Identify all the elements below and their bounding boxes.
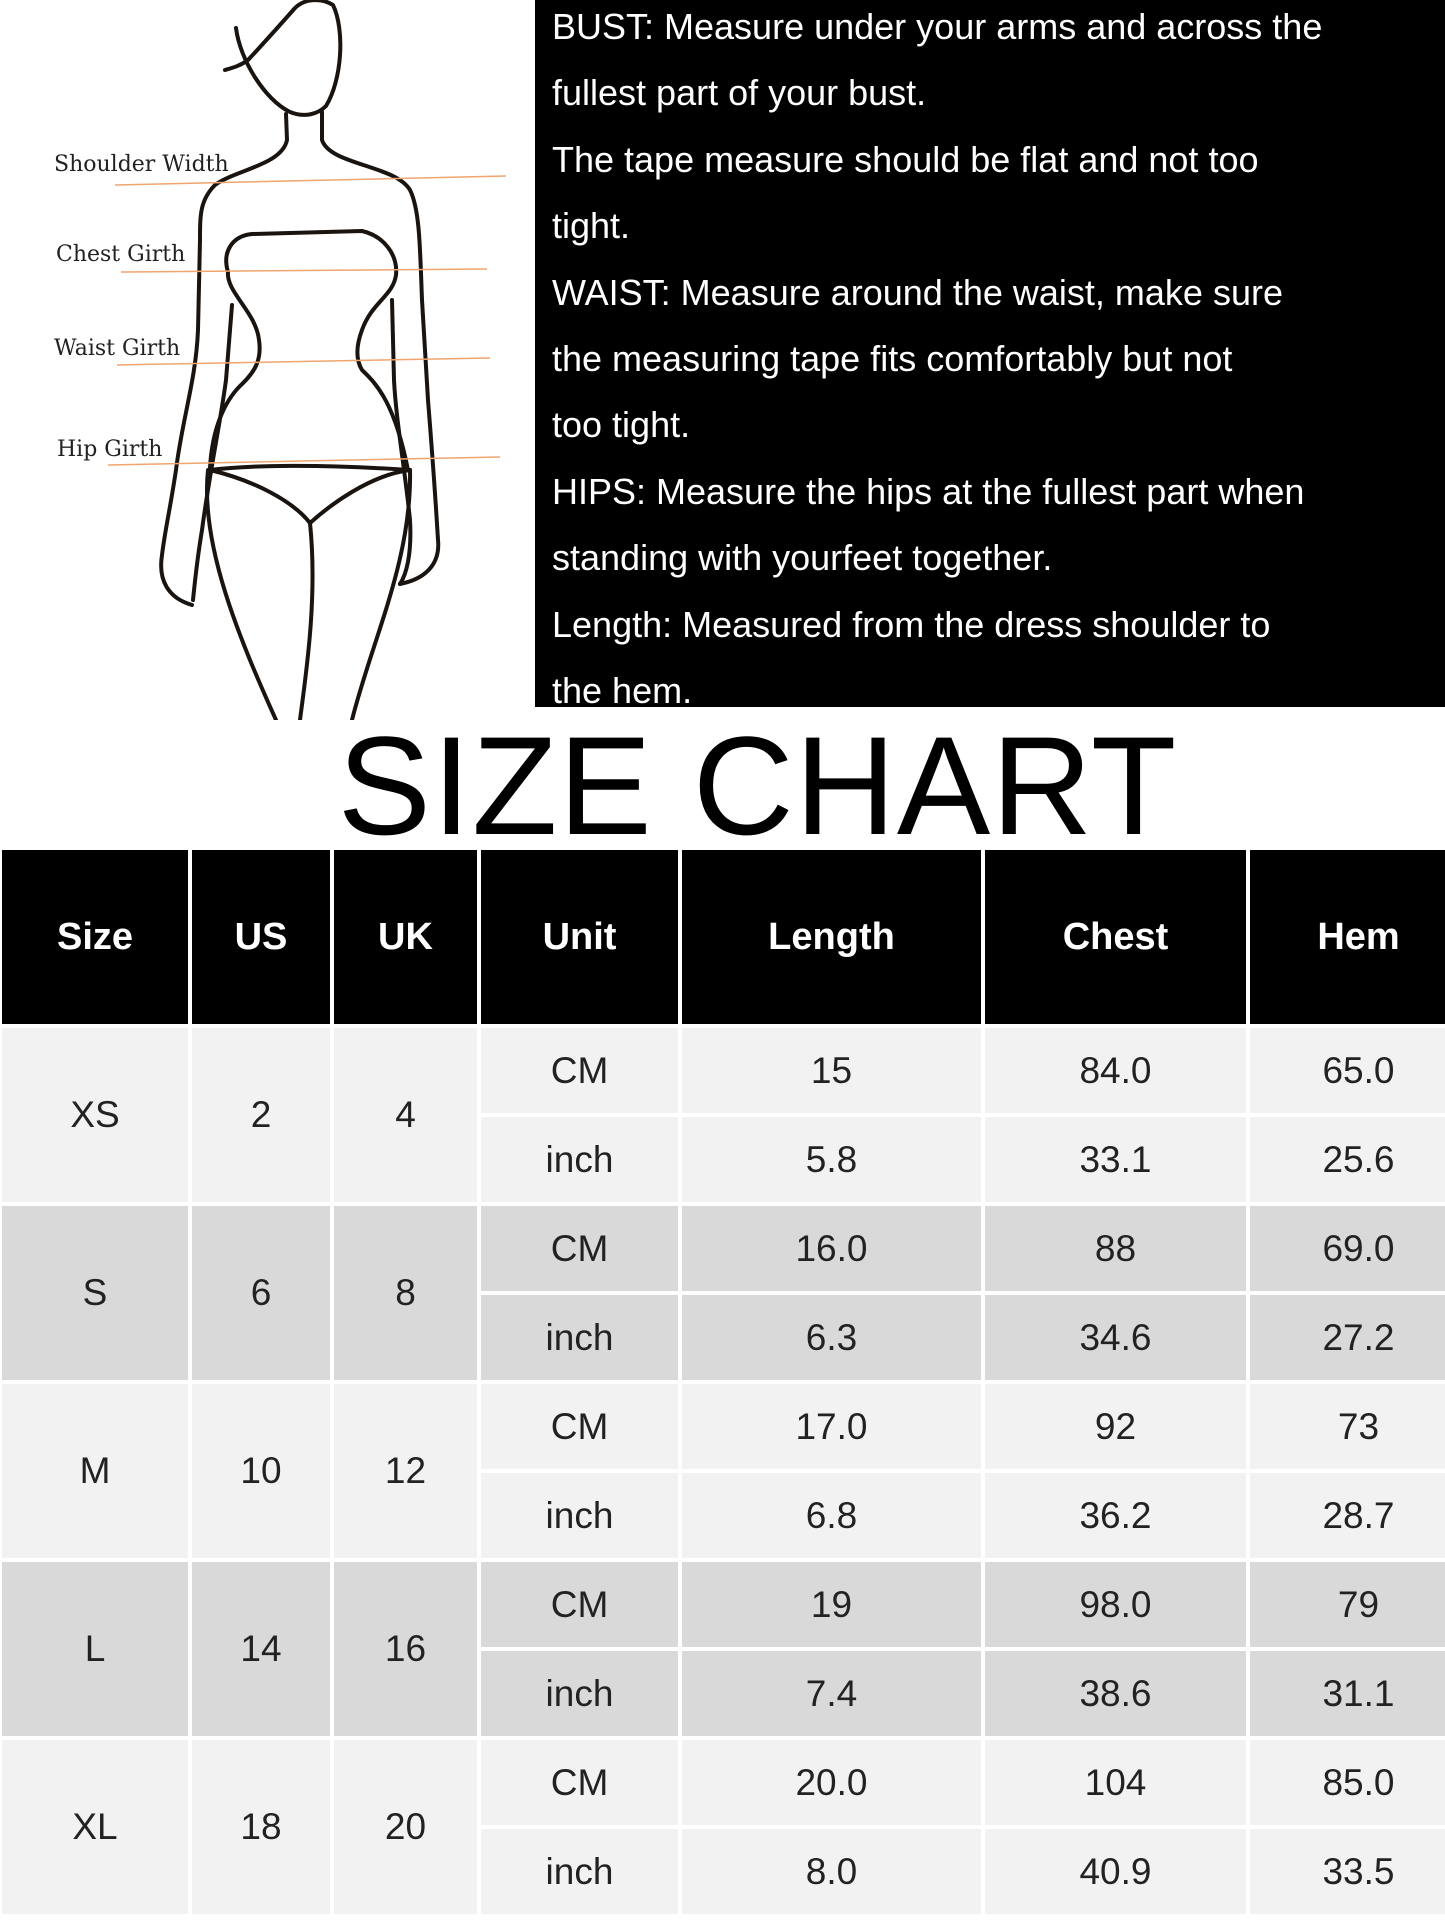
cell-hem: 85.0 <box>1250 1740 1445 1825</box>
cell-chest: 33.1 <box>985 1117 1246 1202</box>
guide-text-line: too tight. <box>552 404 691 446</box>
table-header-row: Size US UK Unit Length Chest Hem <box>2 850 1445 1024</box>
table-row: inch 6.8 36.2 28.7 <box>2 1473 1445 1558</box>
cell-length: 5.8 <box>682 1117 981 1202</box>
cell-hem: 79 <box>1250 1562 1445 1647</box>
cell-unit: inch <box>481 1829 678 1914</box>
cell-chest: 84.0 <box>985 1028 1246 1113</box>
table-row: L 14 16 CM 19 98.0 79 <box>2 1562 1445 1736</box>
table-row: S 6 8 CM 16.0 88 69.0 <box>2 1206 1445 1380</box>
cell-uk: 12 <box>334 1384 477 1558</box>
cell-length: 17.0 <box>682 1384 981 1469</box>
cell-unit: CM <box>481 1384 678 1469</box>
cell-us: 18 <box>192 1740 330 1914</box>
cell-uk: 16 <box>334 1562 477 1736</box>
cell-chest: 98.0 <box>985 1562 1246 1647</box>
guide-text-line: Length: Measured from the dress shoulder… <box>552 603 1271 645</box>
table-row: M 10 12 CM 17.0 92 73 <box>2 1384 1445 1558</box>
cell-uk: 8 <box>334 1206 477 1380</box>
cell-us: 6 <box>192 1206 330 1380</box>
cell-us: 14 <box>192 1562 330 1736</box>
header-length: Length <box>682 850 981 1024</box>
cell-hem: 25.6 <box>1250 1117 1445 1202</box>
page-title: SIZE CHART <box>337 707 1178 864</box>
cell-hem: 73 <box>1250 1384 1445 1469</box>
table-row: XL 18 20 CM 20.0 104 85.0 <box>2 1740 1445 1914</box>
cell-size: XL <box>2 1740 188 1914</box>
cell-uk: 4 <box>334 1028 477 1202</box>
cell-chest: 38.6 <box>985 1651 1246 1736</box>
cell-length: 20.0 <box>682 1740 981 1825</box>
cell-unit: inch <box>481 1117 678 1202</box>
cell-chest: 34.6 <box>985 1295 1246 1380</box>
cell-unit: inch <box>481 1473 678 1558</box>
cell-size: XS <box>2 1028 188 1202</box>
cell-hem: 31.1 <box>1250 1651 1445 1736</box>
header-uk: UK <box>334 850 477 1024</box>
table-row: inch 6.3 34.6 27.2 <box>2 1295 1445 1380</box>
cell-hem: 69.0 <box>1250 1206 1445 1291</box>
guide-text-line: fullest part of your bust. <box>552 72 927 114</box>
cell-size: L <box>2 1562 188 1736</box>
cell-chest: 92 <box>985 1384 1246 1469</box>
cell-chest: 104 <box>985 1740 1246 1825</box>
cell-length: 16.0 <box>682 1206 981 1291</box>
cell-unit: CM <box>481 1740 678 1825</box>
guide-text-line: standing with yourfeet together. <box>552 537 1053 579</box>
header-unit: Unit <box>481 850 678 1024</box>
guide-text-line: HIPS: Measure the hips at the fullest pa… <box>552 470 1305 512</box>
cell-hem: 28.7 <box>1250 1473 1445 1558</box>
table-row: inch 5.8 33.1 25.6 <box>2 1117 1445 1202</box>
cell-length: 15 <box>682 1028 981 1113</box>
size-chart-table: Size US UK Unit Length Chest Hem XS 2 4 CM 1… <box>0 846 1445 1918</box>
table-row: inch 7.4 38.6 31.1 <box>2 1651 1445 1736</box>
label-shoulder-width: Shoulder Width <box>54 152 229 177</box>
chest-girth-line <box>120 268 488 273</box>
hip-girth-line <box>107 456 501 466</box>
cell-length: 8.0 <box>682 1829 981 1914</box>
header-hem: Hem <box>1250 850 1445 1024</box>
header-size: Size <box>2 850 188 1024</box>
table-row: XS 2 4 CM 15 84.0 65.0 <box>2 1028 1445 1202</box>
guide-text-line: WAIST: Measure around the waist, make su… <box>552 271 1283 313</box>
cell-length: 6.8 <box>682 1473 981 1558</box>
waist-girth-line <box>116 357 491 366</box>
cell-chest: 36.2 <box>985 1473 1246 1558</box>
cell-chest: 88 <box>985 1206 1246 1291</box>
measuring-guide-panel: BUST: Measure under your arms and across… <box>535 0 1445 711</box>
cell-unit: CM <box>481 1028 678 1113</box>
header-us: US <box>192 850 330 1024</box>
label-waist-girth: Waist Girth <box>54 336 181 361</box>
guide-text-line: the measuring tape fits comfortably but … <box>552 338 1233 379</box>
cell-us: 2 <box>192 1028 330 1202</box>
cell-size: S <box>2 1206 188 1380</box>
cell-length: 6.3 <box>682 1295 981 1380</box>
cell-unit: inch <box>481 1295 678 1380</box>
label-hip-girth: Hip Girth <box>57 437 163 462</box>
cell-hem: 27.2 <box>1250 1295 1445 1380</box>
cell-size: M <box>2 1384 188 1558</box>
body-outline-illustration <box>107 0 507 722</box>
cell-us: 10 <box>192 1384 330 1558</box>
guide-text-line: tight. <box>552 205 631 247</box>
cell-unit: CM <box>481 1206 678 1291</box>
cell-chest: 40.9 <box>985 1829 1246 1914</box>
cell-hem: 65.0 <box>1250 1028 1445 1113</box>
header-chest: Chest <box>985 850 1246 1024</box>
guide-text-line: the hem. <box>552 670 693 711</box>
cell-hem: 33.5 <box>1250 1829 1445 1914</box>
guide-text-line: BUST: Measure under your arms and across… <box>552 6 1323 47</box>
cell-unit: inch <box>481 1651 678 1736</box>
cell-length: 7.4 <box>682 1651 981 1736</box>
shoulder-width-line <box>114 175 507 186</box>
table-row: inch 8.0 40.9 33.5 <box>2 1829 1445 1914</box>
body-measurement-figure: Shoulder Width Chest Girth Waist Girth H… <box>0 0 540 722</box>
guide-text-line: The tape measure should be flat and not … <box>552 138 1259 180</box>
label-chest-girth: Chest Girth <box>56 242 186 267</box>
cell-length: 19 <box>682 1562 981 1647</box>
cell-unit: CM <box>481 1562 678 1647</box>
measurement-lines <box>107 175 507 466</box>
cell-uk: 20 <box>334 1740 477 1914</box>
